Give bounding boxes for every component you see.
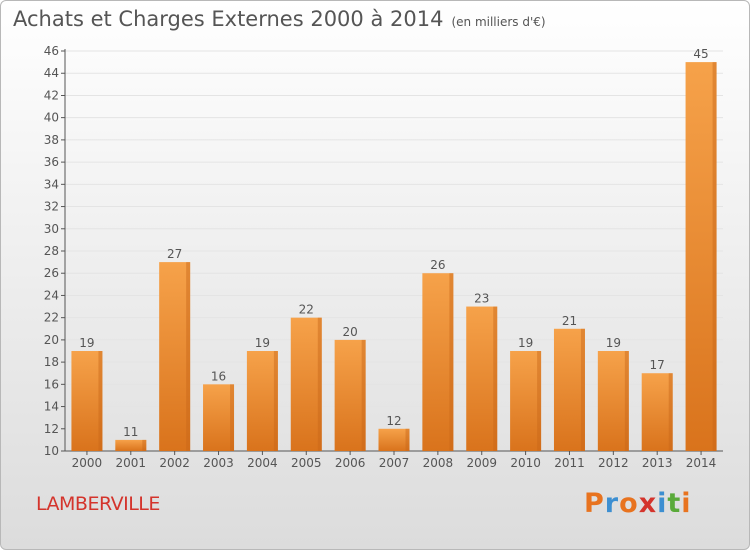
title-unit: (en milliers d'€) [451,15,546,29]
commune-name: LAMBERVILLE [36,493,160,515]
data-label: 19 [518,336,533,350]
y-tick-label: 10 [44,444,59,458]
logo-letter: r [604,488,620,519]
x-tick-label: 2004 [247,456,278,470]
bar-shade [186,262,191,451]
bar [597,351,629,451]
data-label: 17 [650,358,665,372]
y-tick-label: 18 [44,355,59,369]
bar [246,351,278,451]
x-tick-label: 2008 [423,456,454,470]
x-tick-label: 2007 [379,456,410,470]
data-label: 11 [123,425,138,439]
y-tick-label: 16 [44,377,59,391]
bar-shade [449,273,454,451]
x-tick-label: 2009 [466,456,497,470]
x-tick-label: 2010 [510,456,541,470]
y-tick-label: 40 [44,111,59,125]
y-tick-label: 46 [44,44,59,58]
x-tick-label: 2006 [335,456,366,470]
x-tick-label: 2012 [598,456,629,470]
data-label: 19 [79,336,94,350]
data-label: 12 [386,414,401,428]
bar-shade [273,351,278,451]
logo-letter: i [657,488,668,519]
data-label: 21 [562,314,577,328]
y-tick-label: 38 [44,133,59,147]
y-tick-labels: 10 12 14 16 18 20 22 24 26 28 30 32 34 36 38 40 42 44 46 [44,44,59,458]
x-tick-label: 2013 [642,456,673,470]
y-tick-label: 22 [44,311,59,325]
y-tick-label: 30 [44,222,59,236]
bar [510,351,542,451]
y-tick-label: 44 [44,66,59,80]
x-tick-labels: 2000 2001 2002 2003 2004 2005 2006 2007 2008 2009… [72,456,717,470]
bar [71,351,103,451]
y-tick-label: 32 [44,200,59,214]
logo-letter: t [667,488,682,519]
x-tick-label: 2011 [554,456,585,470]
bar [466,306,498,451]
bar-shade [142,439,147,451]
data-label: 27 [167,247,182,261]
y-tick-label: 36 [44,155,59,169]
bar [641,373,673,451]
y-tick-label: 20 [44,333,59,347]
y-tick-label: 42 [44,88,59,102]
bar [203,384,235,451]
bar-shade [537,351,542,451]
chart-title: Achats et Charges Externes 2000 à 2014 (e… [13,7,546,31]
x-tick-label: 2001 [116,456,147,470]
logo-letter: i [681,488,692,519]
x-tick-label: 2005 [291,456,322,470]
logo-letter: P [584,488,605,519]
data-label: 19 [255,336,270,350]
logo-letter: o [619,488,639,519]
bar [290,317,322,451]
bar-shade [712,62,717,451]
data-label: 19 [606,336,621,350]
data-label: 45 [693,47,708,61]
bar [553,328,585,451]
logo-letter: x [638,488,658,519]
bar [115,439,147,451]
y-tick-label: 34 [44,177,59,191]
x-tick-label: 2014 [686,456,717,470]
bar [378,428,410,451]
data-label: 26 [430,258,445,272]
data-label: 23 [474,292,489,306]
y-tick-label: 28 [44,244,59,258]
bar-shade [361,339,366,451]
bar-shade [668,373,673,451]
bar [685,62,717,451]
x-tick-label: 2002 [159,456,190,470]
bar-shade [98,351,103,451]
y-tick-label: 26 [44,266,59,280]
data-labels: 19 11 27 16 19 22 20 12 26 23 19 21 19 17 45 [79,47,708,439]
y-tick-label: 24 [44,288,59,302]
bars [71,62,717,451]
bar-shade [230,384,235,451]
x-tick-label: 2000 [72,456,103,470]
bar [334,339,366,451]
data-label: 20 [342,325,357,339]
bar-shade [580,328,585,451]
bar-shade [493,306,498,451]
proxiti-logo[interactable]: Proxiti [584,488,692,519]
title-text: Achats et Charges Externes 2000 à 2014 [13,7,444,31]
bar-shade [624,351,629,451]
y-tick-label: 14 [44,400,59,414]
bar-shade [405,428,410,451]
data-label: 16 [211,369,226,383]
y-tick-label: 12 [44,422,59,436]
bar [422,273,454,451]
data-label: 22 [299,303,314,317]
bar [159,262,191,451]
bar-shade [317,317,322,451]
x-tick-label: 2003 [203,456,234,470]
